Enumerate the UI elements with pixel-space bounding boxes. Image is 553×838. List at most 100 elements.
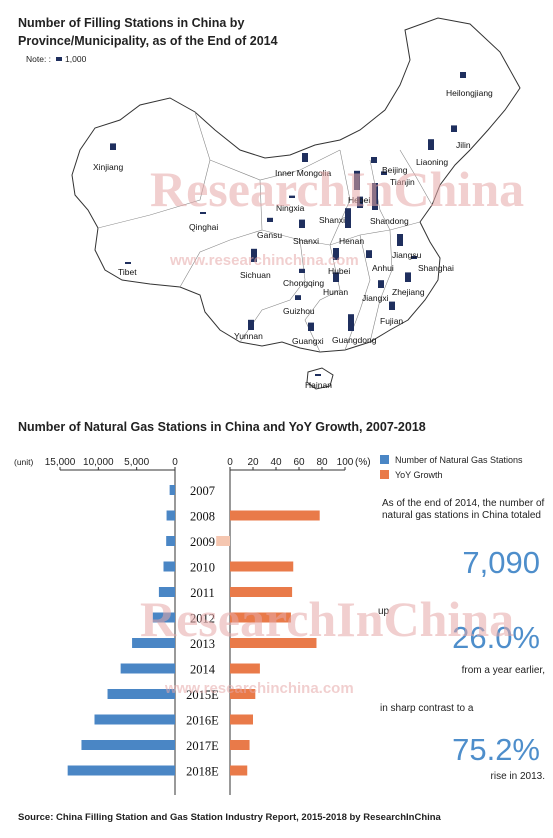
category-label: 2007 bbox=[190, 484, 215, 498]
province-bar bbox=[295, 295, 301, 300]
annotation-growth: 26.0% bbox=[452, 620, 540, 655]
yoy-bar bbox=[230, 587, 293, 597]
label-yunnan: Yunnan bbox=[234, 331, 263, 341]
province-bar bbox=[378, 280, 384, 288]
category-label: 2014 bbox=[190, 663, 216, 677]
province-bar bbox=[299, 219, 305, 228]
yoy-bar bbox=[230, 740, 250, 750]
yoy-bar bbox=[230, 765, 248, 776]
province-bar bbox=[333, 272, 339, 282]
province-bar bbox=[251, 248, 257, 262]
right-tick-label: 60 bbox=[293, 457, 305, 468]
source-note: Source: China Filling Station and Gas St… bbox=[18, 812, 441, 823]
yoy-bar bbox=[230, 714, 253, 725]
category-label: 2015E bbox=[186, 688, 219, 702]
category-label: 2017E bbox=[186, 739, 219, 753]
label-jiangxi: Jiangxi bbox=[362, 293, 389, 303]
annotation-rise: rise in 2013. bbox=[490, 771, 545, 782]
category-label: 2013 bbox=[190, 637, 215, 651]
label-guangxi: Guangxi bbox=[292, 336, 324, 346]
legend-stations: Number of Natural Gas Stations bbox=[380, 455, 523, 465]
province-bars bbox=[110, 72, 466, 376]
note-swatch bbox=[56, 57, 63, 62]
province-bar bbox=[357, 196, 363, 208]
label-guangdong: Guangdong bbox=[332, 335, 377, 345]
label-shanxi: Shanxi bbox=[319, 215, 345, 225]
label-sichuan: Sichuan bbox=[240, 270, 271, 280]
province-bar bbox=[389, 301, 395, 310]
left-unit-label: (unit) bbox=[14, 457, 34, 467]
china-map bbox=[71, 17, 521, 390]
label-hubei: Hubei bbox=[328, 266, 351, 276]
label-tibet: Tibet bbox=[118, 267, 137, 277]
legend-yoy-label: YoY Growth bbox=[395, 470, 443, 480]
annotation-from: from a year earlier, bbox=[461, 665, 545, 676]
label-liaoning: Liaoning bbox=[416, 157, 449, 167]
legend-stations-label: Number of Natural Gas Stations bbox=[395, 455, 523, 465]
province-bar bbox=[110, 143, 116, 150]
station-bar bbox=[158, 587, 175, 597]
note-value: 1,000 bbox=[65, 54, 87, 64]
left-tick-label: 10,000 bbox=[83, 457, 114, 468]
legend-yoy: YoY Growth bbox=[380, 470, 443, 480]
station-bar bbox=[107, 689, 175, 699]
province-bar bbox=[354, 170, 360, 190]
province-bar bbox=[248, 319, 254, 330]
province-bar bbox=[428, 139, 434, 150]
province-bar bbox=[299, 268, 305, 273]
hainan-outline bbox=[306, 367, 334, 390]
province-bar bbox=[405, 272, 411, 282]
province-bar bbox=[366, 250, 372, 258]
right-tick-label: 40 bbox=[270, 457, 282, 468]
province-bar bbox=[372, 183, 378, 210]
station-bar bbox=[166, 510, 175, 521]
label-tianjin: Tianjin bbox=[390, 177, 415, 187]
label-chongqing: Chongqing bbox=[283, 278, 325, 288]
annotation-intro: As of the end of 2014, the number of nat… bbox=[382, 498, 545, 521]
yoy-bar bbox=[230, 612, 291, 623]
annotation-total: 7,090 bbox=[462, 545, 540, 580]
province-bar bbox=[451, 125, 457, 132]
label-fujian: Fujian bbox=[380, 316, 404, 326]
label-qinghai: Qinghai bbox=[189, 222, 219, 232]
province-bar bbox=[302, 153, 308, 162]
label-heilongjiang: Heilongjiang bbox=[446, 88, 493, 98]
label-henan: Henan bbox=[339, 236, 365, 246]
chart-title: Number of Natural Gas Stations in China … bbox=[18, 420, 426, 434]
right-tick-label: 20 bbox=[247, 457, 259, 468]
province-bar bbox=[397, 234, 403, 246]
province-bar bbox=[345, 208, 351, 228]
label-hebei: Hebei bbox=[348, 195, 371, 205]
yoy-bar-negative bbox=[216, 536, 230, 546]
province-bar bbox=[348, 314, 354, 331]
province-bar bbox=[125, 262, 131, 264]
label-xinjiang: Xinjiang bbox=[93, 162, 124, 172]
label-shandong: Shandong bbox=[370, 216, 409, 226]
station-bar bbox=[94, 714, 175, 725]
province-bar bbox=[333, 248, 339, 260]
province-bar bbox=[460, 72, 466, 78]
label-shaanxi: Shanxi bbox=[293, 236, 319, 246]
category-label: 2009 bbox=[190, 535, 215, 549]
category-label: 2008 bbox=[190, 510, 215, 524]
station-bar bbox=[81, 740, 175, 750]
map-title: Number of Filling Stations in China by P… bbox=[18, 16, 278, 48]
label-guizhou: Guizhou bbox=[283, 306, 315, 316]
province-bar bbox=[371, 157, 377, 163]
station-bar bbox=[163, 561, 175, 572]
label-beijing: Beijing bbox=[382, 165, 408, 175]
label-zhejiang: Zhejiang bbox=[392, 287, 425, 297]
yoy-bar bbox=[230, 510, 320, 521]
legend-swatch-stations bbox=[380, 455, 389, 464]
category-label: 2012 bbox=[190, 612, 215, 626]
annotation-up: up bbox=[378, 606, 390, 617]
china-outline bbox=[71, 17, 521, 353]
left-tick-label: 5,000 bbox=[124, 457, 149, 468]
category-label: 2018E bbox=[186, 765, 219, 779]
note-label: Note: : bbox=[26, 54, 52, 64]
station-bar bbox=[169, 485, 175, 495]
left-tick-label: 15,000 bbox=[45, 457, 76, 468]
label-anhui: Anhui bbox=[372, 263, 394, 273]
province-bar bbox=[289, 195, 295, 198]
station-bar bbox=[132, 638, 175, 648]
